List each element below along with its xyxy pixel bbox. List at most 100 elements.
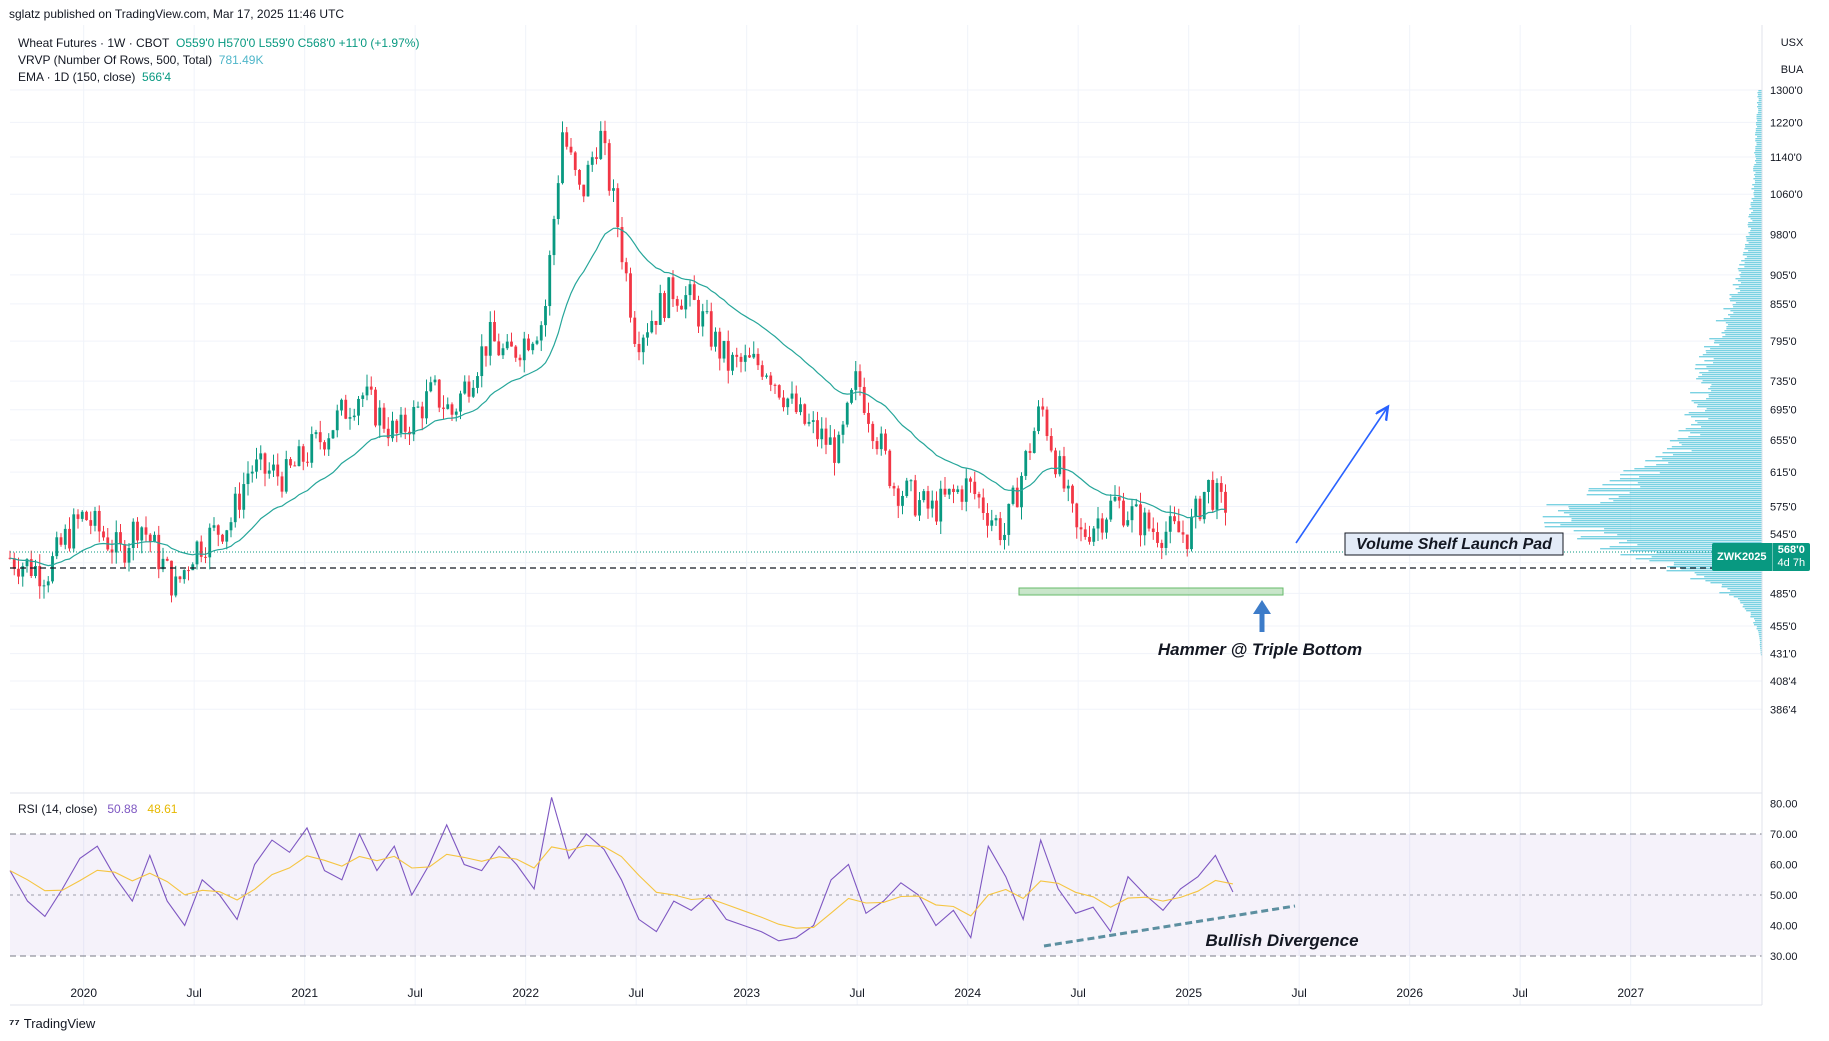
candle (59, 533, 63, 547)
candle (624, 257, 628, 282)
volume-bar (1757, 136, 1762, 138)
volume-bar (1659, 472, 1762, 474)
candle (1037, 400, 1040, 435)
candle (1088, 525, 1091, 545)
candle (875, 437, 879, 455)
volume-bar (1569, 508, 1762, 510)
volume-bar (1726, 326, 1762, 328)
candle (301, 443, 305, 471)
candle (1032, 427, 1036, 454)
candle (1181, 520, 1185, 544)
volume-bar (1700, 434, 1762, 436)
candle (1168, 505, 1172, 544)
price-tick-label: 455'0 (1770, 621, 1797, 633)
candle (493, 310, 496, 342)
volume-bar (1694, 420, 1762, 422)
divergence-label: Bullish Divergence (1205, 931, 1358, 950)
candle (879, 426, 883, 456)
volume-bar (1754, 176, 1762, 178)
candle (263, 452, 267, 487)
time-tick-label: Jul (1512, 986, 1527, 1000)
volume-bar (1711, 390, 1762, 392)
candle (403, 407, 407, 440)
candle (255, 447, 258, 479)
footer[interactable]: ⁷⁷ TradingView (9, 1016, 95, 1031)
candle (225, 529, 229, 550)
volume-bar (1740, 290, 1762, 292)
volume-bar (1679, 442, 1762, 444)
candle (527, 334, 530, 352)
chart-legend: Wheat Futures · 1W · CBOT O559'0 H570'0 … (18, 35, 419, 86)
candle (471, 380, 475, 399)
candle (637, 331, 641, 361)
volume-bar (1656, 464, 1762, 466)
price-tick-label: 905'0 (1770, 270, 1797, 282)
candle (667, 277, 671, 319)
rsi-tick-label: 40.00 (1770, 921, 1798, 933)
candle (926, 485, 930, 519)
volume-bar (1749, 208, 1762, 210)
volume-bar (1737, 280, 1762, 282)
volume-bar (1758, 108, 1762, 110)
volume-bar (1757, 126, 1762, 128)
volume-bar (1737, 268, 1762, 270)
candle (1130, 499, 1134, 533)
price-tick-label: 980'0 (1770, 229, 1797, 241)
volume-bar (1671, 446, 1762, 448)
price-tick-label: 1060'0 (1770, 189, 1803, 201)
candle (748, 347, 751, 358)
volume-bar (1756, 162, 1762, 164)
candle (170, 560, 173, 603)
candle (969, 476, 972, 493)
volume-bar (1678, 430, 1762, 432)
candle (369, 376, 373, 395)
volume-bar (1637, 482, 1762, 484)
volume-bar (1748, 250, 1762, 252)
candle (182, 569, 186, 584)
volume-bar (1733, 312, 1762, 314)
candle (246, 461, 250, 496)
time-tick-label: Jul (186, 986, 201, 1000)
rsi-tick-label: 50.00 (1770, 890, 1798, 902)
volume-bar (1757, 630, 1762, 632)
candle (1011, 485, 1015, 506)
volume-bar (1704, 346, 1762, 348)
rsi-legend: RSI (14, close) 50.88 48.61 (18, 802, 177, 816)
candle (497, 333, 501, 357)
time-tick-label: Jul (628, 986, 643, 1000)
volume-bar (1756, 102, 1762, 104)
candles (8, 120, 1227, 603)
volume-bar (1746, 238, 1762, 240)
candle (1122, 492, 1125, 528)
candle (191, 562, 195, 571)
volume-bar (1746, 610, 1762, 612)
volume-bar (1637, 544, 1762, 546)
volume-bar (1737, 598, 1762, 600)
volume-bar (1751, 188, 1762, 190)
candle (786, 397, 790, 415)
volume-bar (1750, 202, 1762, 204)
unit-button[interactable]: BUA (1772, 59, 1812, 81)
volume-bar (1742, 254, 1762, 256)
candle (1190, 508, 1193, 552)
chart-canvas[interactable]: Volume Shelf Launch Pad Hammer @ Triple … (0, 0, 1829, 1010)
volume-bar (1745, 236, 1762, 238)
candle (68, 517, 71, 552)
price-tick-label: 1300'0 (1770, 85, 1803, 97)
currency-button[interactable]: USX (1772, 32, 1812, 54)
candle (463, 375, 467, 395)
candle (794, 385, 798, 414)
volume-bar (1731, 296, 1762, 298)
volume-bar (1751, 206, 1762, 208)
volume-bar (1600, 502, 1762, 504)
volume-bar (1620, 474, 1762, 476)
volume-bar (1618, 542, 1762, 544)
candle (1215, 478, 1219, 520)
price-tick-label: 431'0 (1770, 649, 1797, 661)
candle (701, 303, 705, 337)
volume-bar (1719, 592, 1762, 594)
volume-bar (1733, 596, 1762, 598)
volume-bar (1709, 338, 1762, 340)
vrvp-value: 781.49K (218, 53, 264, 67)
volume-bar (1754, 186, 1762, 188)
